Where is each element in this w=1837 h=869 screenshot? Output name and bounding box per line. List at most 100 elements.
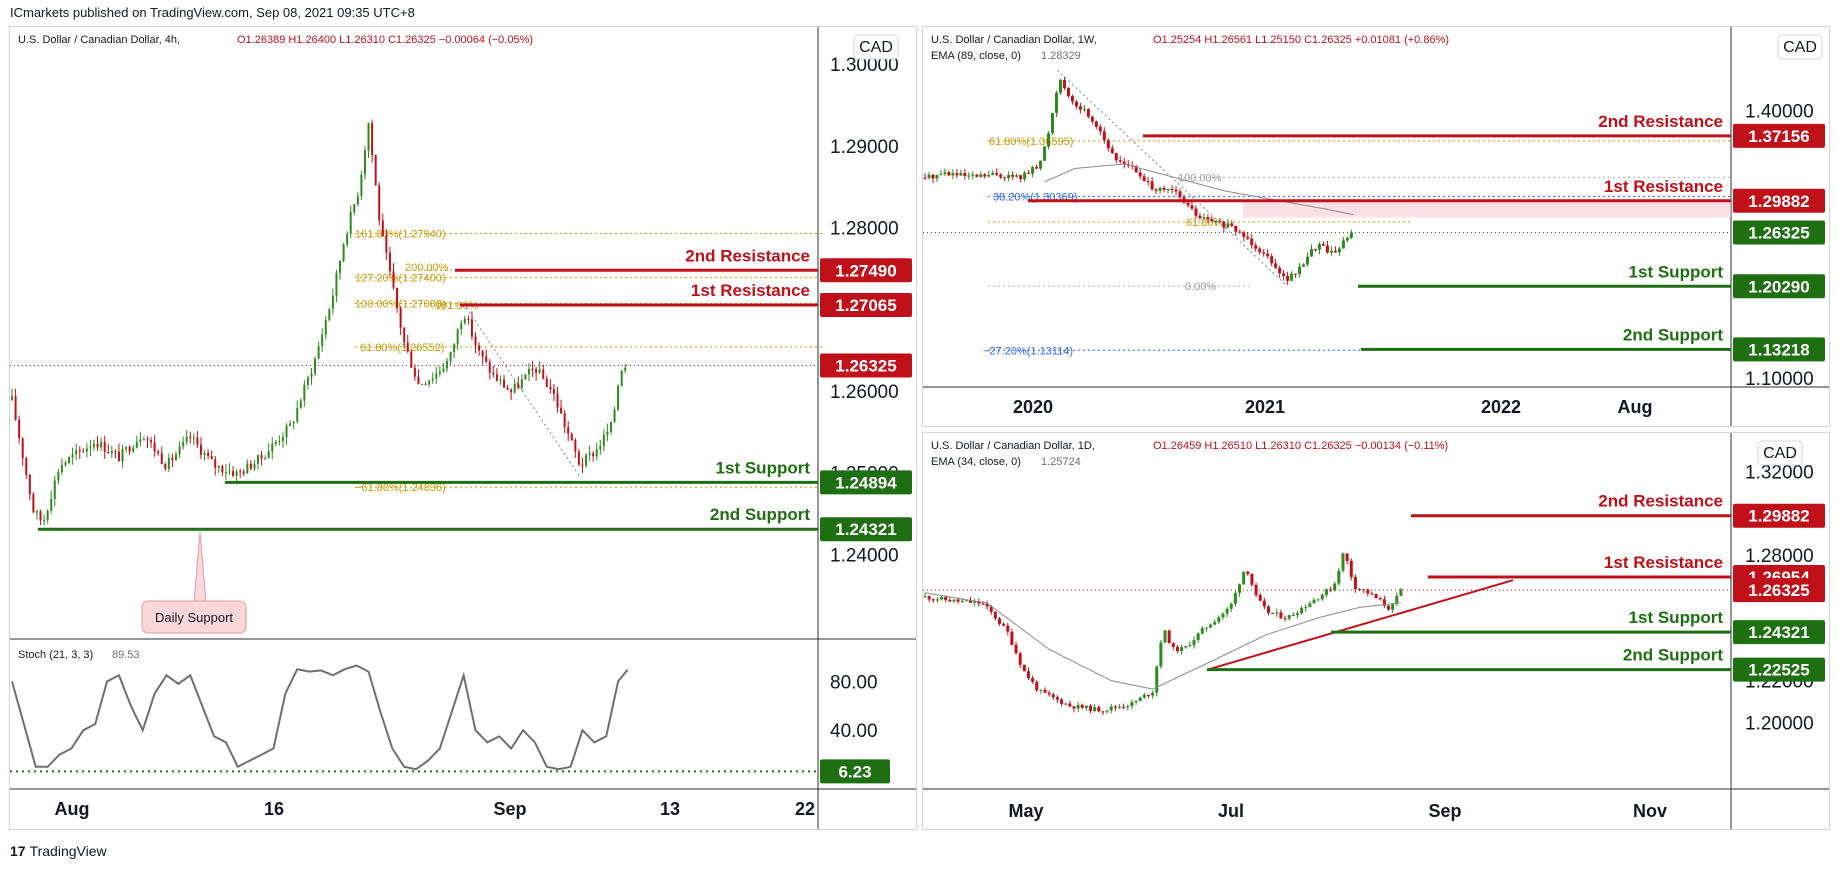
- candle-body: [527, 368, 530, 375]
- candle-body: [923, 596, 927, 598]
- candle-body: [1283, 618, 1287, 620]
- candle-body: [488, 361, 491, 373]
- candle-body: [948, 599, 952, 602]
- candle-body: [1214, 221, 1218, 223]
- candle-body: [1010, 631, 1014, 645]
- candle-body: [274, 441, 277, 444]
- candle-body: [1221, 613, 1225, 618]
- candle-body: [1064, 703, 1068, 705]
- candle-body: [1270, 256, 1274, 264]
- candle-body: [1146, 180, 1150, 182]
- candle-body: [503, 379, 506, 388]
- candle-body: [271, 443, 274, 452]
- candle-body: [1158, 188, 1162, 191]
- candle-body: [153, 442, 156, 452]
- panel-1d[interactable]: 1.32000 1.28000 1.22000 1.20000 May Jul Sep Nov…: [922, 432, 1830, 830]
- candle-body: [1151, 692, 1155, 696]
- candle-body: [14, 396, 17, 420]
- candle-body: [1051, 694, 1055, 698]
- candle-body: [485, 356, 488, 362]
- time-tick: 2020: [1013, 397, 1053, 417]
- level-price-box: [1733, 503, 1825, 528]
- candle-body: [1043, 146, 1047, 161]
- candle-body: [75, 450, 78, 455]
- candle-body: [1321, 244, 1325, 246]
- candle-body: [39, 511, 42, 521]
- level-price-text: 1.22525: [1748, 661, 1809, 680]
- time-tick: 22: [795, 799, 815, 819]
- candle-body: [1304, 607, 1308, 609]
- candle-body: [189, 436, 192, 438]
- candle-body: [1306, 256, 1310, 265]
- currency-badge: [853, 34, 899, 60]
- candle-body: [292, 421, 295, 424]
- candle-body: [1035, 166, 1039, 169]
- candle-body: [1250, 238, 1254, 246]
- candle-body: [1378, 598, 1382, 600]
- candle-body: [1011, 174, 1015, 177]
- candle-body: [1184, 646, 1188, 648]
- candle-body: [577, 451, 580, 465]
- candle-body: [1238, 584, 1242, 593]
- candle-body: [1072, 706, 1076, 709]
- time-tick: Aug: [1618, 397, 1653, 417]
- candle-body: [1167, 630, 1171, 644]
- candle-body: [1146, 694, 1150, 696]
- level-price-text: 1.29882: [1748, 507, 1809, 526]
- panel-1w[interactable]: 1.40000 1.10000 2020 2021 2022 Aug 61.80%(1.36…: [922, 26, 1830, 427]
- candle-body: [1310, 249, 1314, 257]
- candle-body: [1080, 704, 1084, 708]
- tradingview-footer[interactable]: 17 TradingView: [10, 843, 107, 859]
- candle-body: [470, 319, 473, 337]
- candle-body: [1031, 678, 1035, 682]
- candle-body: [1051, 112, 1055, 134]
- candle-body: [1102, 131, 1106, 141]
- candle-body: [947, 172, 951, 176]
- candle-body: [381, 220, 384, 236]
- candle-body: [997, 618, 1001, 624]
- level-price-box: [1733, 123, 1825, 148]
- candle-body: [214, 459, 217, 468]
- candle-body: [199, 444, 202, 455]
- candle-body: [1026, 671, 1030, 679]
- candle-body: [960, 600, 964, 602]
- candle-body: [581, 464, 584, 466]
- level-price-box: [1733, 188, 1825, 213]
- candle-body: [1159, 642, 1163, 667]
- ema-legend: EMA (89, close, 0): [931, 50, 1021, 62]
- candle-body: [1210, 219, 1214, 222]
- candle-body: [985, 603, 989, 607]
- panel-4h[interactable]: 1.300001.290001.280001.270001.260001.250…: [9, 26, 917, 830]
- candle-body: [1349, 232, 1353, 238]
- candle-body: [1337, 248, 1341, 253]
- candle-body: [1163, 630, 1167, 643]
- candle-body: [606, 431, 609, 435]
- time-tick: Aug: [55, 799, 90, 819]
- stoch-line: [11, 664, 629, 771]
- candle-body: [285, 425, 288, 438]
- candle-body: [1254, 584, 1258, 596]
- candle-body: [1110, 148, 1114, 153]
- candle-body: [599, 446, 602, 450]
- chart-1w[interactable]: 1.40000 1.10000 2020 2021 2022 Aug 61.80%(1.36…: [923, 27, 1829, 426]
- stoch-legend: Stoch (21, 3, 3): [18, 649, 93, 661]
- currency-label: CAD: [1783, 39, 1817, 56]
- candle-body: [492, 372, 495, 375]
- candle-body: [1154, 189, 1158, 191]
- level-price-box: [820, 293, 912, 318]
- price-tick: 1.26000: [830, 382, 899, 403]
- candle-body: [935, 599, 939, 601]
- chart-4h[interactable]: 1.300001.290001.280001.270001.260001.250…: [10, 27, 916, 829]
- ohlc-legend: O1.25254 H1.26561 L1.25150 C1.26325 +0.0…: [1153, 34, 1449, 46]
- price-tick: 1.10000: [1745, 369, 1814, 390]
- candle-body: [1271, 612, 1275, 614]
- ohlc-legend: O1.26389 H1.26400 L1.26310 C1.26325 −0.0…: [237, 34, 533, 46]
- candle-body: [1295, 613, 1299, 616]
- candle-body: [1166, 189, 1170, 191]
- candle-body: [421, 384, 424, 386]
- candle-body: [349, 211, 352, 234]
- candle-body: [563, 413, 566, 428]
- symbol-legend: U.S. Dollar / Canadian Dollar, 1D,: [931, 440, 1095, 452]
- candle-body: [317, 346, 320, 359]
